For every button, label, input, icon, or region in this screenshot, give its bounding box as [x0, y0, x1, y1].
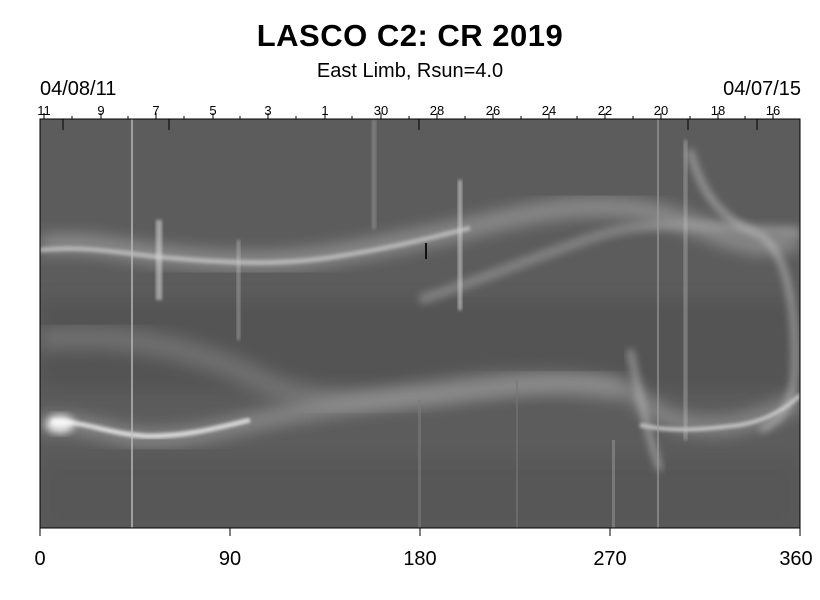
day-label: 7 [152, 103, 160, 118]
chart-title: LASCO C2: CR 2019 [256, 18, 564, 53]
start-date-label: 04/08/11 [40, 78, 117, 100]
end-date-label: 04/07/15 [723, 78, 801, 100]
chart-subtitle: East Limb, Rsun=4.0 [316, 60, 504, 82]
day-label: 11 [37, 103, 51, 118]
day-label: 30 [373, 103, 389, 118]
x-tick-label: 90 [218, 548, 242, 570]
bottom-axis-ticks [39, 528, 801, 536]
top-axis-ticks [43, 113, 774, 130]
x-tick-label: 360 [779, 548, 813, 570]
day-label: 16 [765, 103, 781, 118]
day-label: 1 [321, 103, 329, 118]
day-label: 26 [485, 103, 501, 118]
day-label: 3 [264, 103, 272, 118]
x-tick-label: 270 [593, 548, 627, 570]
day-label: 20 [653, 103, 669, 118]
day-label: 24 [541, 103, 557, 118]
day-label: 5 [209, 103, 217, 118]
streamer-image [40, 119, 800, 528]
x-tick-label: 0 [34, 548, 46, 570]
day-label: 28 [429, 103, 445, 118]
day-label: 9 [97, 103, 105, 118]
day-label: 22 [597, 103, 613, 118]
day-label: 18 [710, 103, 726, 118]
x-tick-label: 180 [403, 548, 437, 570]
